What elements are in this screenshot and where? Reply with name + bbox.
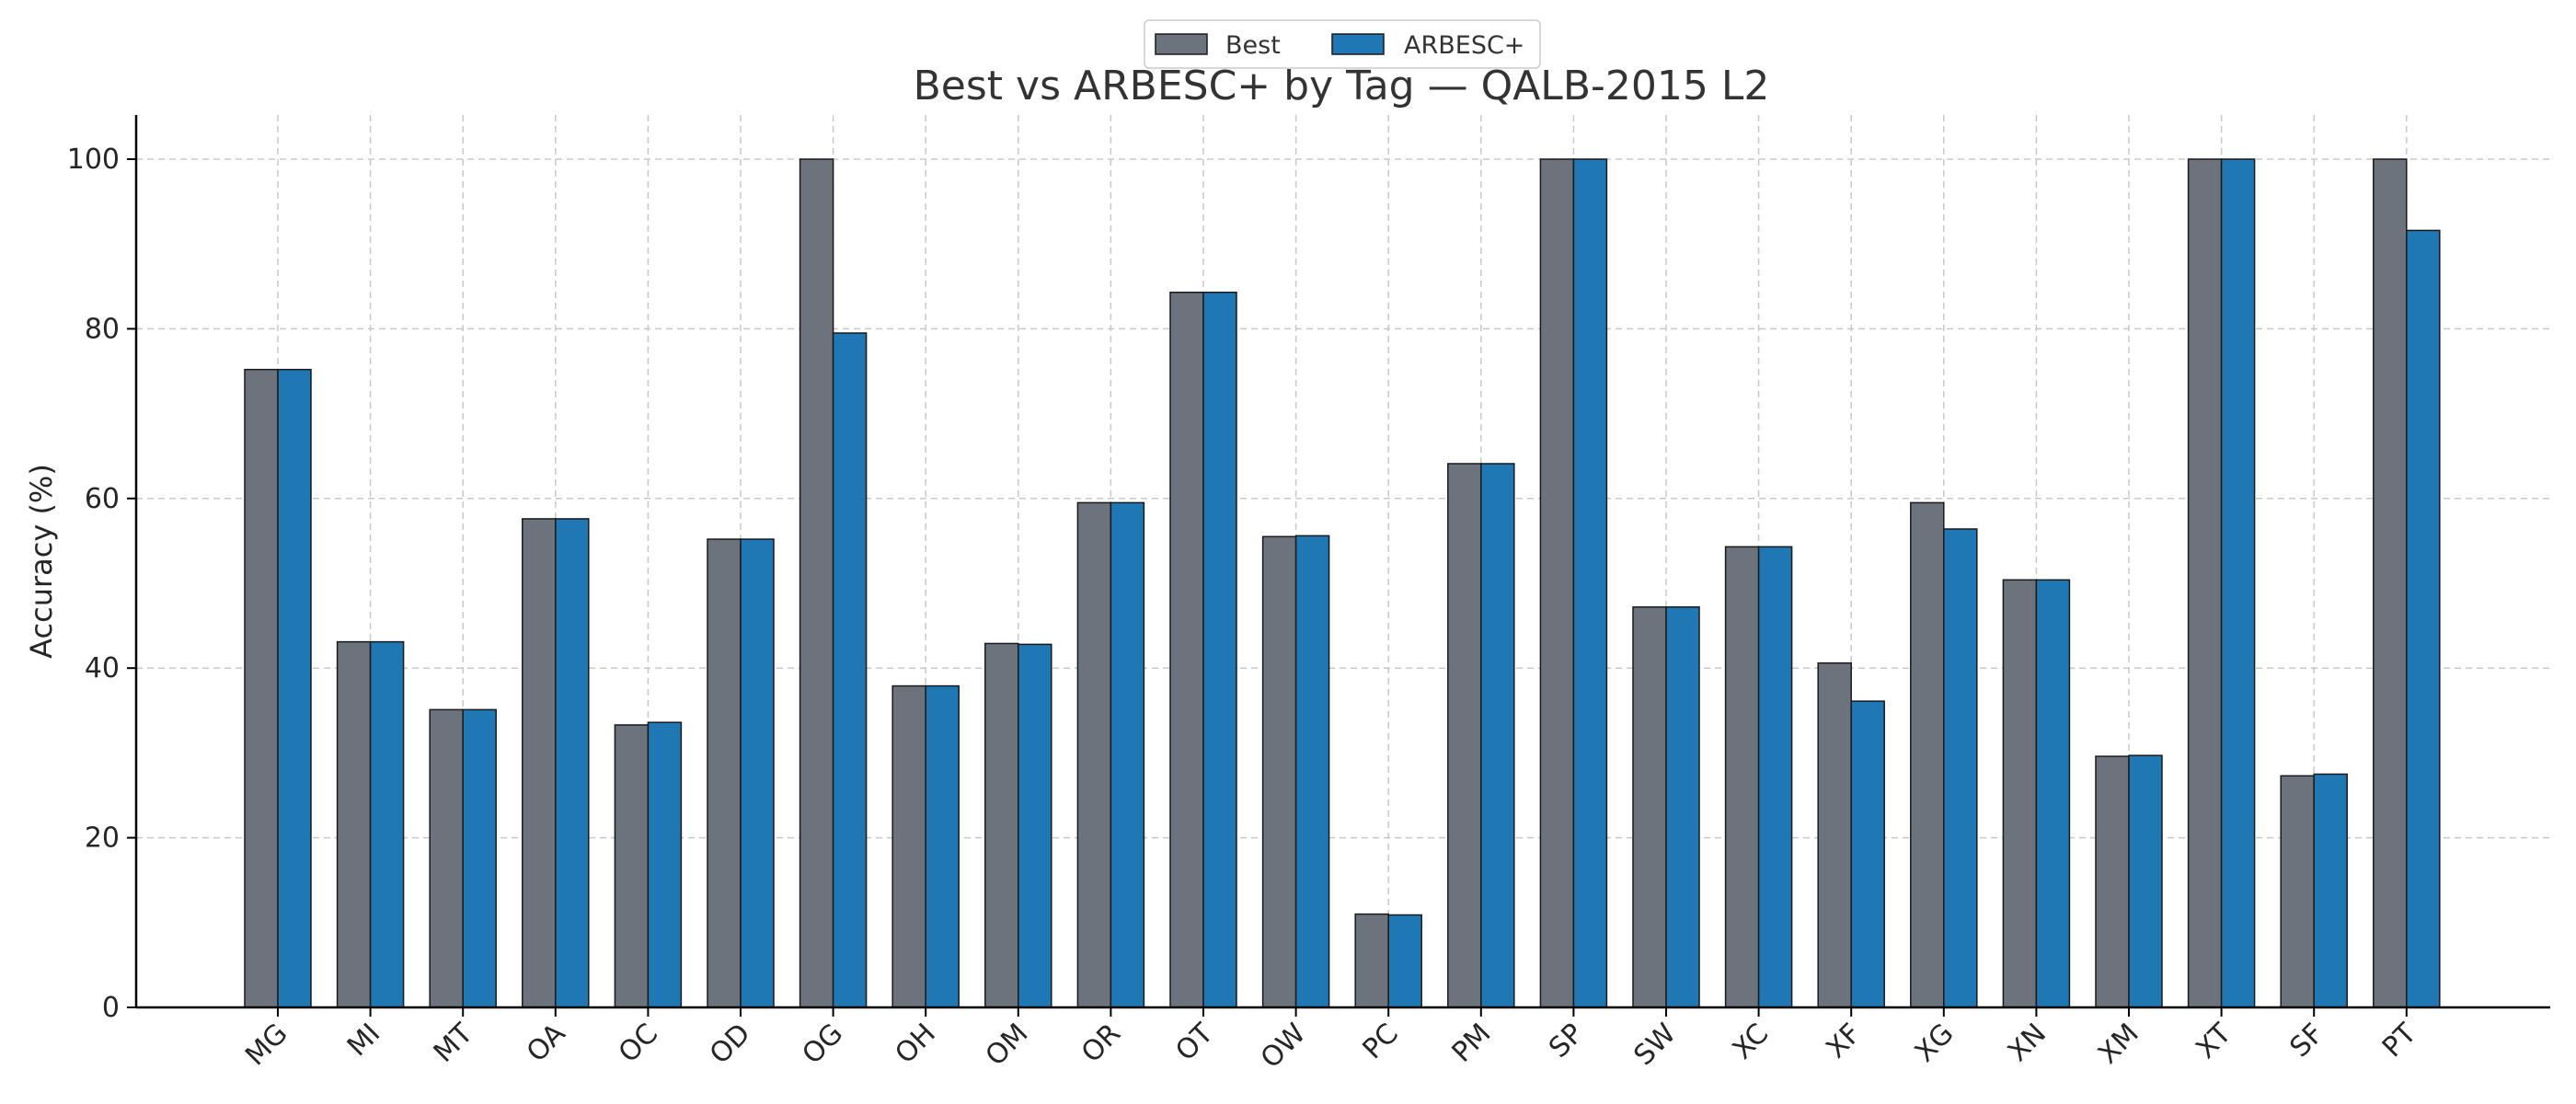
bar-arbesc-OG — [832, 332, 868, 1008]
bar-best-XF — [1817, 661, 1852, 1008]
x-tick-label-OT: OT — [1169, 1017, 1220, 1067]
x-tick-label-OW: OW — [1255, 1018, 1312, 1075]
x-tick-label-XT: XT — [2190, 1017, 2237, 1064]
bar-best-SF — [2280, 775, 2315, 1008]
x-tick-label-OA: OA — [521, 1018, 572, 1069]
bar-best-OR — [1076, 501, 1112, 1008]
bar-arbesc-OH — [925, 684, 960, 1008]
y-tick-label-60: 60 — [85, 483, 120, 515]
x-tick-label-SP: SP — [1543, 1018, 1590, 1064]
bar-best-OC — [614, 724, 650, 1008]
bar-best-XC — [1724, 546, 1760, 1008]
bar-best-MT — [429, 708, 464, 1008]
x-tick-label-XM: XM — [2092, 1018, 2145, 1071]
bar-arbesc-XM — [2128, 754, 2163, 1008]
bar-best-OT — [1169, 292, 1204, 1008]
x-tick-label-OC: OC — [613, 1018, 664, 1069]
x-tick-label-SW: SW — [1627, 1018, 1682, 1072]
bar-best-XG — [1910, 501, 1945, 1008]
bar-best-OA — [522, 518, 557, 1008]
bar-arbesc-XG — [1943, 528, 1978, 1008]
x-tick-label-XN: XN — [2002, 1018, 2053, 1068]
x-tick-label-MG: MG — [239, 1018, 293, 1072]
bar-arbesc-PM — [1480, 463, 1515, 1008]
x-tick-label-XF: XF — [1820, 1018, 1867, 1064]
x-tick-label-PC: PC — [1356, 1018, 1404, 1065]
x-tick-label-OH: OH — [889, 1018, 941, 1070]
bar-arbesc-MT — [462, 708, 497, 1008]
bars — [244, 158, 2441, 1008]
x-tick-label-PT: PT — [2376, 1017, 2423, 1064]
legend-swatch-arbesc — [1331, 33, 1385, 55]
x-tick-label-MT: MT — [428, 1017, 479, 1068]
bar-arbesc-OD — [740, 538, 775, 1008]
y-tick-label-100: 100 — [67, 144, 120, 176]
y-tick-label-20: 20 — [85, 822, 120, 855]
y-tick-label-80: 80 — [85, 313, 120, 345]
legend-swatch-best — [1155, 33, 1208, 55]
bar-arbesc-OR — [1110, 501, 1145, 1008]
x-tick-label-XC: XC — [1727, 1018, 1776, 1066]
y-tick-label-40: 40 — [85, 652, 120, 684]
x-tick-label-SF: SF — [2283, 1018, 2329, 1064]
bar-arbesc-MI — [369, 640, 405, 1008]
bar-arbesc-SP — [1572, 158, 1608, 1008]
x-tick-label-MI: MI — [341, 1018, 386, 1063]
x-tick-label-OR: OR — [1075, 1018, 1127, 1069]
y-tick-labels: 0 20 40 60 80 100 — [67, 144, 136, 1024]
bar-arbesc-OT — [1202, 292, 1237, 1008]
bar-arbesc-SW — [1665, 606, 1700, 1008]
bar-arbesc-SF — [2313, 773, 2348, 1008]
bar-arbesc-XT — [2220, 158, 2256, 1008]
bar-arbesc-XC — [1757, 546, 1793, 1008]
bar-best-SP — [1539, 158, 1575, 1008]
legend: Best ARBESC+ — [1144, 19, 1541, 69]
bar-best-PC — [1354, 913, 1389, 1008]
x-tick-label-OM: OM — [980, 1018, 1035, 1073]
x-tick-label-OG: OG — [796, 1018, 849, 1071]
x-tick-labels: MG MI MT OA OC OD OG OH OM OR OT OW PC PM SP SW XC XF XG XN… — [239, 1007, 2423, 1075]
bar-best-XM — [2095, 755, 2130, 1008]
bar-best-OG — [799, 158, 834, 1008]
bar-arbesc-OM — [1018, 643, 1052, 1008]
bar-arbesc-PT — [2406, 229, 2441, 1008]
bar-best-PM — [1447, 463, 1482, 1008]
x-tick-label-OD: OD — [704, 1018, 757, 1071]
bar-arbesc-OW — [1294, 535, 1330, 1008]
bar-arbesc-PC — [1387, 914, 1422, 1008]
bar-arbesc-OA — [555, 518, 590, 1008]
y-axis-label: Accuracy (%) — [24, 464, 59, 659]
axes — [134, 115, 2550, 1009]
bar-arbesc-XN — [2035, 579, 2071, 1008]
bar-best-OW — [1261, 535, 1297, 1008]
bar-best-MI — [336, 640, 372, 1008]
bar-best-OM — [984, 642, 1019, 1008]
bar-arbesc-OC — [647, 721, 683, 1008]
y-tick-label-0: 0 — [102, 992, 120, 1024]
bar-best-XN — [2002, 579, 2038, 1008]
chart-title: Best vs ARBESC+ by Tag — QALB-2015 L2 — [914, 63, 1770, 109]
bar-best-XT — [2187, 158, 2223, 1008]
x-tick-label-XG: XG — [1909, 1018, 1961, 1069]
bar-best-MG — [244, 368, 279, 1008]
bar-best-PT — [2373, 158, 2408, 1008]
bar-best-OD — [707, 538, 742, 1008]
x-tick-label-PM: PM — [1446, 1018, 1498, 1069]
legend-label-best: Best — [1225, 31, 1281, 60]
bar-best-OH — [891, 684, 926, 1008]
bar-arbesc-XF — [1850, 700, 1885, 1008]
bar-best-SW — [1632, 606, 1667, 1008]
legend-label-arbesc: ARBESC+ — [1404, 31, 1524, 60]
bar-arbesc-MG — [277, 368, 312, 1008]
